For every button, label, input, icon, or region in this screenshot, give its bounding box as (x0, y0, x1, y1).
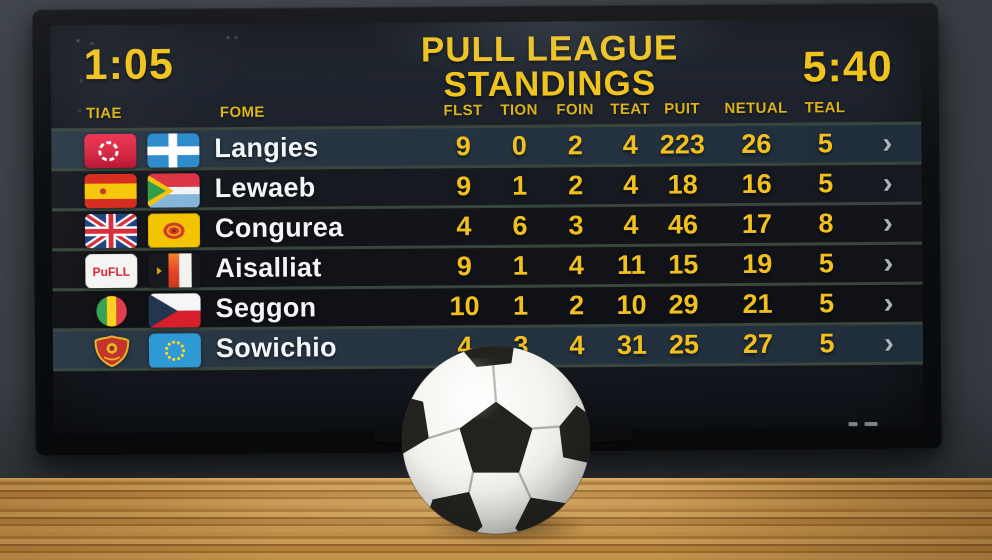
standings-row-lewaeb: Lewaeb 9 1 2 4 18 16 5 › (51, 164, 922, 209)
col-header-teal: TEAL (804, 99, 846, 117)
league-title-line1: PULL LEAGUE (420, 28, 679, 70)
stat-value: 6 (512, 210, 528, 241)
eu-stars-flag-icon (148, 332, 202, 368)
stat-value: 26 (741, 128, 772, 159)
stat-value: 4 (568, 250, 584, 281)
union-jack-flag-icon (84, 213, 138, 249)
stat-value: 5 (819, 328, 835, 359)
chevron-right-icon: › (883, 286, 894, 320)
blue-white-cross-flag-icon (147, 132, 200, 168)
stat-value: 27 (742, 328, 774, 359)
soccer-ball (400, 344, 592, 536)
standings-row-langies: Langies 9 0 2 4 223 26 5 › (51, 124, 922, 169)
stat-value: 8 (818, 208, 834, 239)
stat-value: 9 (456, 171, 472, 202)
scoreboard-screen: 1:05 PULL LEAGUE STANDINGS 5:40 TIAE FOM… (50, 18, 924, 434)
col-header-flst: FLST (443, 102, 483, 120)
team-name: Congurea (214, 212, 344, 244)
stat-value: 4 (456, 211, 472, 242)
stat-value: 16 (741, 168, 772, 199)
south-africa-flag-icon (147, 172, 200, 208)
chevron-right-icon: › (883, 246, 894, 280)
spain-flag-icon (84, 173, 137, 209)
stat-value: 5 (818, 288, 835, 319)
stat-value: 4 (622, 129, 638, 160)
team-name: Seggon (215, 292, 317, 324)
stat-value: 1 (512, 250, 528, 281)
league-title: PULL LEAGUE STANDINGS (420, 28, 679, 105)
yellow-red-emblem-flag-icon (147, 212, 201, 249)
col-header-tiae: TIAE (86, 104, 122, 123)
chevron-right-icon: › (882, 126, 893, 160)
standings-row-seggon: Seggon 10 1 2 10 29 21 5 › (52, 284, 923, 329)
stat-value: 5 (817, 128, 833, 159)
clock-left: 1:05 (83, 40, 174, 90)
team-name: Aisalliat (215, 252, 322, 284)
stat-value: 9 (456, 251, 472, 282)
col-header-teat: TEAT (610, 100, 650, 119)
league-title-line2: STANDINGS (443, 63, 657, 105)
stat-value: 2 (567, 130, 583, 161)
stat-value: 5 (818, 168, 834, 199)
col-header-puit: PUIT (664, 100, 701, 118)
stat-value: 4 (623, 169, 639, 200)
chevron-right-icon: › (882, 206, 894, 240)
stat-value: 1 (512, 170, 528, 201)
stat-value: 223 (659, 129, 705, 160)
black-orange-white-flag-icon (148, 252, 201, 288)
stat-value: 5 (818, 248, 834, 279)
col-header-fome: FOME (219, 103, 265, 122)
red-gold-crest-icon (86, 333, 138, 367)
stat-value: 2 (568, 290, 585, 321)
stat-value: 0 (511, 130, 527, 161)
stat-value: 4 (623, 209, 639, 240)
standings-row-aisalliat: PuFLL Aisalliat 9 1 4 11 15 19 5 › (52, 244, 923, 289)
col-header-netual: NETUAL (724, 99, 788, 118)
clock-right: 5:40 (802, 42, 893, 92)
standings-row-sowichio: Sowichio 4 3 4 31 25 27 5 › (52, 324, 924, 369)
stat-value: 3 (568, 210, 584, 241)
green-yellow-red-roundel-icon (85, 293, 137, 327)
stat-value: 17 (741, 208, 773, 239)
stat-value: 1 (512, 290, 529, 321)
chevron-right-icon: › (883, 326, 895, 360)
tv-port-marks (848, 421, 878, 427)
standings-table: Langies 9 0 2 4 223 26 5 › (51, 121, 924, 372)
team-name: Langies (214, 132, 319, 164)
tv-stand-foot-right (587, 424, 633, 443)
stat-value: 21 (742, 288, 773, 319)
standings-row-congurea: Congurea 4 6 3 4 46 17 8 › (51, 204, 923, 249)
pufll-badge-text: PuFLL (93, 264, 130, 278)
stat-value: 2 (568, 170, 584, 201)
chevron-right-icon: › (882, 166, 893, 200)
stat-value: 25 (668, 329, 700, 360)
stat-value: 10 (449, 291, 480, 322)
stat-value: 18 (667, 169, 698, 200)
stat-value: 29 (668, 289, 699, 320)
stat-value: 31 (616, 329, 648, 360)
stat-value: 46 (667, 209, 699, 240)
stat-value: 10 (616, 289, 647, 320)
team-name: Lewaeb (214, 172, 316, 204)
stat-value: 19 (742, 248, 773, 279)
red-wreath-flag-icon (84, 133, 137, 169)
pufll-badge-icon: PuFLL (84, 252, 138, 289)
czech-flag-icon (148, 292, 201, 328)
col-header-tion: TION (500, 101, 538, 119)
stat-value: 11 (616, 249, 646, 280)
col-header-foin: FOIN (556, 101, 594, 119)
stat-value: 15 (668, 249, 699, 280)
scoreboard-tv: 1:05 PULL LEAGUE STANDINGS 5:40 TIAE FOM… (32, 2, 942, 456)
stat-value: 9 (455, 131, 471, 162)
